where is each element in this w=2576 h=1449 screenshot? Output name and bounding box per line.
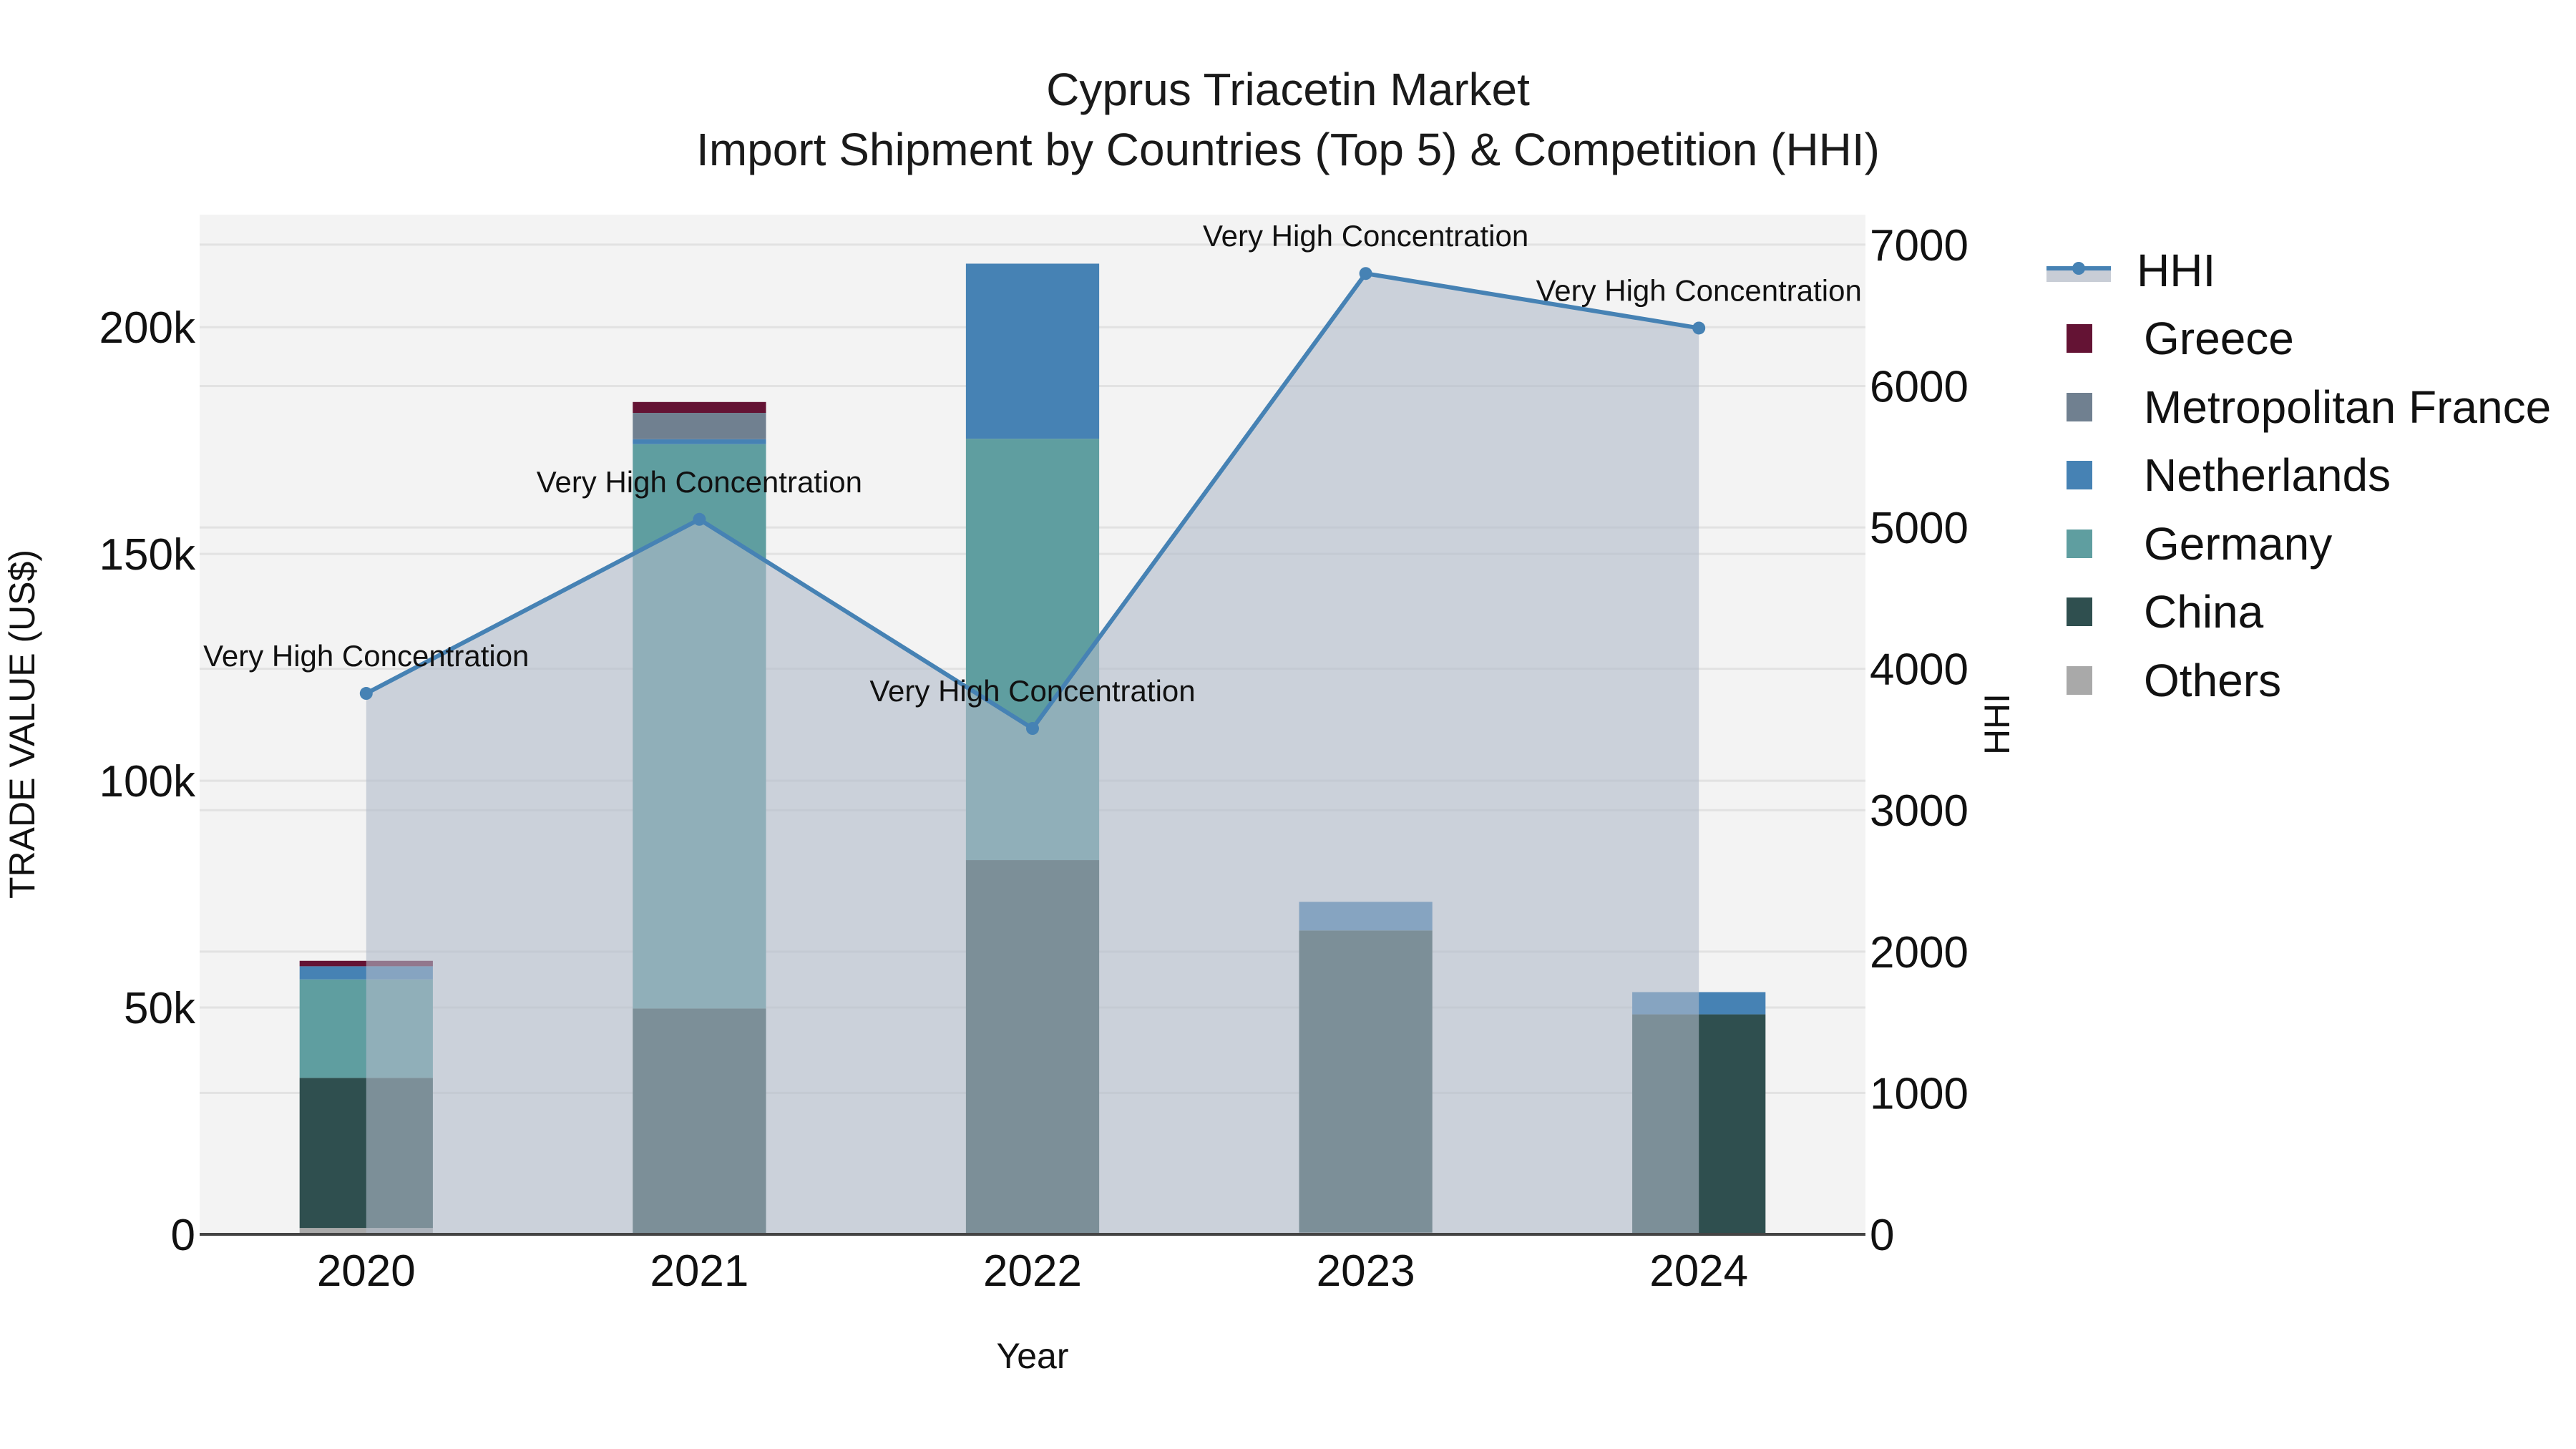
hhi-point[interactable]	[1692, 321, 1706, 335]
square-swatch-icon	[2067, 461, 2092, 490]
hhi-annotation: Very High Concentration	[1203, 219, 1528, 253]
legend-item-greece[interactable]: Greece	[2046, 305, 2551, 374]
y-right-tick-label: 0	[1870, 1211, 1894, 1260]
bar-segment-metropolitan-france[interactable]	[633, 413, 766, 439]
x-tick-label: 2021	[650, 1246, 748, 1296]
hhi-annotation: Very High Concentration	[1536, 273, 1862, 307]
legend-item-china[interactable]: China	[2046, 578, 2551, 647]
y-left-tick-label: 50k	[124, 984, 196, 1033]
y-left-tick-label: 0	[171, 1211, 195, 1260]
y-left-tick-label: 100k	[99, 757, 196, 806]
legend-label: China	[2144, 586, 2264, 638]
x-tick-label: 2022	[983, 1246, 1082, 1296]
x-tick-label: 2023	[1317, 1246, 1415, 1296]
y-right-tick-label: 7000	[1870, 221, 1968, 270]
hhi-point[interactable]	[1026, 722, 1039, 736]
legend-item-netherlands[interactable]: Netherlands	[2046, 441, 2551, 510]
y-left-axis-title: TRADE VALUE (US$)	[2, 550, 42, 899]
hhi-area	[366, 273, 1699, 1235]
bar-segment-netherlands[interactable]	[633, 439, 766, 444]
y-right-tick-label: 4000	[1870, 645, 1968, 695]
y-right-tick-label: 3000	[1870, 786, 1968, 836]
line-marker-icon	[2046, 256, 2111, 285]
y-left-tick-label: 150k	[99, 530, 196, 580]
legend-item-germany[interactable]: Germany	[2046, 509, 2551, 578]
chart-subtitle: Import Shipment by Countries (Top 5) & C…	[696, 124, 1880, 175]
square-swatch-icon	[2067, 529, 2092, 558]
legend-item-others[interactable]: Others	[2046, 646, 2551, 715]
legend-label: Netherlands	[2144, 449, 2391, 502]
y-right-axis-title: HHI	[1977, 693, 2017, 755]
square-swatch-icon	[2067, 597, 2092, 627]
legend-label: Germany	[2144, 517, 2333, 570]
legend-label: HHI	[2137, 244, 2216, 296]
y-right-tick-label: 1000	[1870, 1069, 1968, 1118]
chart-title: Cyprus Triacetin Market	[1046, 64, 1530, 115]
y-left-tick-label: 200k	[99, 303, 196, 353]
hhi-annotation: Very High Concentration	[537, 465, 862, 499]
hhi-annotation: Very High Concentration	[869, 674, 1195, 708]
bar-segment-greece[interactable]	[633, 401, 766, 414]
x-tick-label: 2024	[1649, 1246, 1748, 1296]
square-swatch-icon	[2067, 324, 2092, 353]
hhi-point[interactable]	[1359, 267, 1372, 280]
legend-item-hhi[interactable]: HHI	[2046, 236, 2551, 305]
square-swatch-icon	[2067, 665, 2092, 695]
x-tick-label: 2020	[317, 1246, 416, 1296]
y-right-tick-label: 5000	[1870, 504, 1968, 553]
y-right-tick-label: 2000	[1870, 928, 1968, 977]
legend-label: Greece	[2144, 313, 2294, 365]
legend-label: Metropolitan France	[2144, 381, 2552, 433]
legend-label: Others	[2144, 654, 2282, 706]
legend: HHI Greece Metropolitan France Netherlan…	[2046, 236, 2551, 715]
y-right-tick-label: 6000	[1870, 362, 1968, 411]
legend-item-metropolitan-france[interactable]: Metropolitan France	[2046, 373, 2551, 441]
x-axis-title: Year	[996, 1336, 1068, 1376]
hhi-annotation: Very High Concentration	[203, 639, 529, 673]
bar-segment-netherlands[interactable]	[965, 263, 1100, 439]
square-swatch-icon	[2067, 392, 2092, 421]
hhi-point[interactable]	[359, 687, 373, 701]
hhi-point[interactable]	[693, 512, 706, 526]
